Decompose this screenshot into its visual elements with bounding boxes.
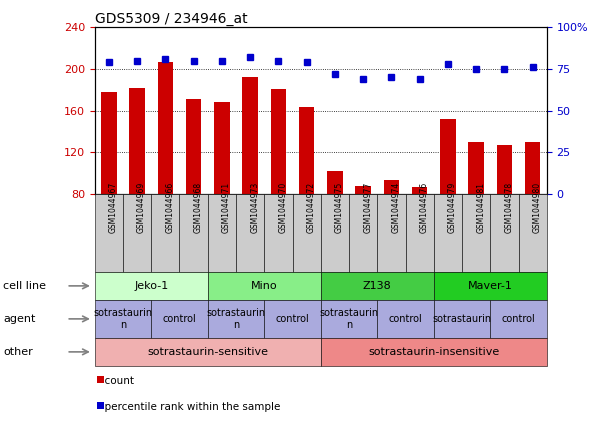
Text: GSM1044977: GSM1044977: [363, 181, 372, 233]
Text: GSM1044981: GSM1044981: [476, 182, 485, 233]
Bar: [356, 187, 371, 194]
Text: percentile rank within the sample: percentile rank within the sample: [98, 402, 280, 412]
Text: GSM1044979: GSM1044979: [448, 181, 457, 233]
Bar: [327, 171, 343, 194]
Text: Maver-1: Maver-1: [468, 281, 513, 291]
Text: GSM1044969: GSM1044969: [137, 181, 146, 233]
Bar: [384, 180, 399, 194]
Text: sotrastaurin
n: sotrastaurin n: [320, 308, 379, 330]
Bar: [101, 92, 117, 194]
Text: GDS5309 / 234946_at: GDS5309 / 234946_at: [95, 12, 247, 27]
Text: sotrastaurin-sensitive: sotrastaurin-sensitive: [147, 347, 268, 357]
Text: GSM1044966: GSM1044966: [166, 181, 174, 233]
Text: GSM1044980: GSM1044980: [533, 181, 542, 233]
Text: GSM1044971: GSM1044971: [222, 181, 231, 233]
Text: sotrastaurin
n: sotrastaurin n: [93, 308, 153, 330]
Text: GSM1044970: GSM1044970: [279, 181, 287, 233]
Text: GSM1044973: GSM1044973: [250, 181, 259, 233]
Text: cell line: cell line: [3, 281, 46, 291]
Text: Z138: Z138: [363, 281, 392, 291]
Text: sotrastaurin-insensitive: sotrastaurin-insensitive: [368, 347, 499, 357]
Bar: [299, 107, 315, 194]
Text: Mino: Mino: [251, 281, 277, 291]
Text: agent: agent: [3, 314, 35, 324]
Text: other: other: [3, 347, 33, 357]
Bar: [186, 99, 202, 194]
Text: count: count: [98, 376, 134, 386]
Text: GSM1044974: GSM1044974: [392, 181, 400, 233]
Text: GSM1044972: GSM1044972: [307, 181, 316, 233]
Bar: [214, 102, 230, 194]
Text: control: control: [389, 314, 422, 324]
Text: GSM1044975: GSM1044975: [335, 181, 344, 233]
Bar: [440, 119, 456, 194]
Text: control: control: [163, 314, 196, 324]
Text: control: control: [276, 314, 309, 324]
Bar: [412, 187, 428, 194]
Text: sotrastaurin
n: sotrastaurin n: [207, 308, 266, 330]
Bar: [243, 77, 258, 194]
Text: GSM1044976: GSM1044976: [420, 181, 429, 233]
Bar: [158, 62, 173, 194]
Text: sotrastaurin: sotrastaurin: [433, 314, 492, 324]
Bar: [130, 88, 145, 194]
Text: GSM1044968: GSM1044968: [194, 181, 203, 233]
Text: GSM1044967: GSM1044967: [109, 181, 118, 233]
Text: Jeko-1: Jeko-1: [134, 281, 169, 291]
Bar: [525, 142, 541, 194]
Bar: [497, 145, 512, 194]
Text: GSM1044978: GSM1044978: [505, 181, 513, 233]
Text: control: control: [502, 314, 535, 324]
Bar: [271, 89, 286, 194]
Bar: [469, 142, 484, 194]
